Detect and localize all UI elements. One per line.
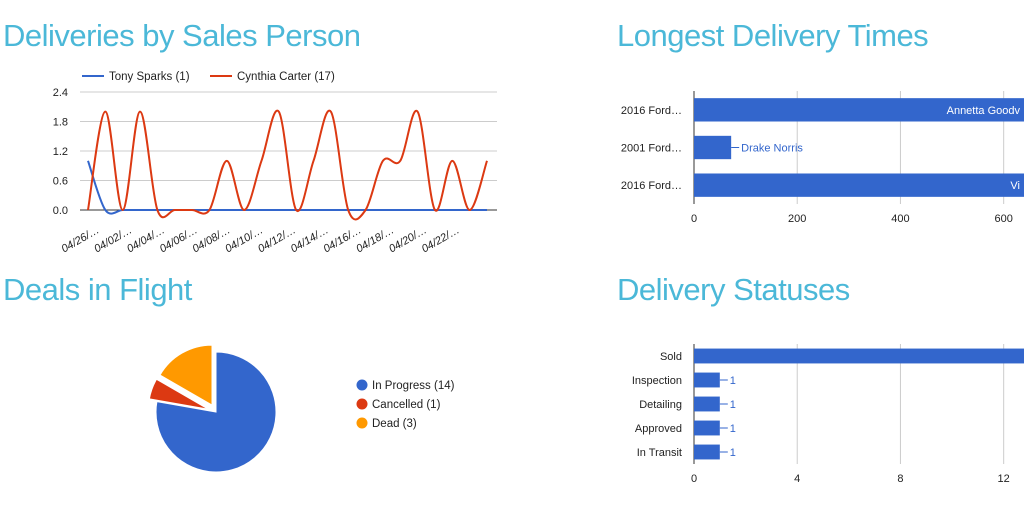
longest-bar-chart: 0 200 400 600 2016 Ford… Annetta Goodv 2001 Fo…: [621, 91, 1024, 225]
legend-marker: [356, 398, 368, 410]
legend-label: Cancelled (1): [372, 399, 441, 411]
y-tick-label: 2.4: [53, 87, 68, 99]
category-label: 2016 Ford…: [621, 105, 682, 117]
deliveries-panel: Deliveries by Sales Person 0.0 0.6 1.2 1.8 2…: [0, 0, 512, 256]
bar: [694, 444, 720, 460]
deals-title: Deals in Flight: [3, 272, 192, 307]
y-tick-label: 1.8: [53, 117, 68, 129]
category-label: Sold: [660, 351, 682, 363]
legend-label: Dead (3): [372, 418, 417, 430]
legend-label: In Progress (14): [372, 380, 455, 392]
longest-title: Longest Delivery Times: [617, 18, 929, 53]
bar: [694, 372, 720, 388]
bar: [694, 420, 720, 436]
x-tick-label: 8: [897, 473, 903, 485]
bar-data-label: 1: [730, 447, 736, 459]
legend-marker: [356, 417, 368, 429]
deals-pie-chart: In Progress (14) Cancelled (1) Dead (3): [148, 344, 455, 473]
pie-slice: [159, 344, 213, 406]
legend-label: Tony Sparks (1): [109, 71, 190, 83]
deliveries-line-chart: 0.00.61.21.82.404/26/…04/02/…04/04/…04/0…: [53, 71, 497, 255]
statuses-bar-chart: 0 4 8 12 Sold Inspection 1 Detailing 1 Approved 1 I…: [632, 344, 1024, 485]
x-tick-label: 0: [691, 473, 697, 485]
series-line-1: [87, 160, 487, 215]
bar: [694, 348, 1024, 364]
bar: [694, 173, 1024, 197]
bar-data-label: 1: [730, 375, 736, 387]
x-tick-label: 200: [788, 213, 806, 225]
x-tick-label: 0: [691, 213, 697, 225]
bar-data-label: 1: [730, 399, 736, 411]
x-tick-label: 4: [794, 473, 800, 485]
category-label: Detailing: [639, 399, 682, 411]
legend-marker: [356, 379, 368, 391]
x-tick-label: 12: [998, 473, 1010, 485]
category-label: 2001 Ford…: [621, 143, 682, 155]
bar-data-label: Vi: [1010, 180, 1020, 192]
category-label: 2016 Ford…: [621, 180, 682, 192]
bar: [694, 98, 1024, 122]
y-tick-label: 0.0: [53, 205, 68, 217]
statuses-title: Delivery Statuses: [617, 272, 850, 307]
bar-data-label: 1: [730, 423, 736, 435]
category-label: Approved: [635, 423, 682, 435]
pie-slice: [148, 378, 209, 410]
y-tick-label: 1.2: [53, 146, 68, 158]
x-tick-label: 400: [891, 213, 909, 225]
bar-data-label: Annetta Goodv: [947, 105, 1021, 117]
series-line-2: [87, 109, 488, 221]
longest-panel: Longest Delivery Times 0 200 400 600 2016 Fo…: [512, 0, 1024, 256]
bar-data-label: Drake Norris: [741, 143, 803, 155]
x-tick-label: 04/22/…: [420, 224, 462, 255]
bar: [694, 135, 732, 160]
category-label: In Transit: [637, 447, 682, 459]
legend-label: Cynthia Carter (17): [237, 71, 335, 83]
y-tick-label: 0.6: [53, 176, 68, 188]
pie-slice: [155, 351, 277, 473]
bar: [694, 396, 720, 412]
category-label: Inspection: [632, 375, 682, 387]
statuses-panel: Delivery Statuses 0 4 8 12 Sold Inspection 1 De…: [512, 256, 1024, 512]
deals-panel: Deals in Flight In Progress (14) Cancelle…: [0, 256, 512, 512]
x-tick-label: 600: [994, 213, 1012, 225]
deliveries-title: Deliveries by Sales Person: [3, 18, 361, 53]
